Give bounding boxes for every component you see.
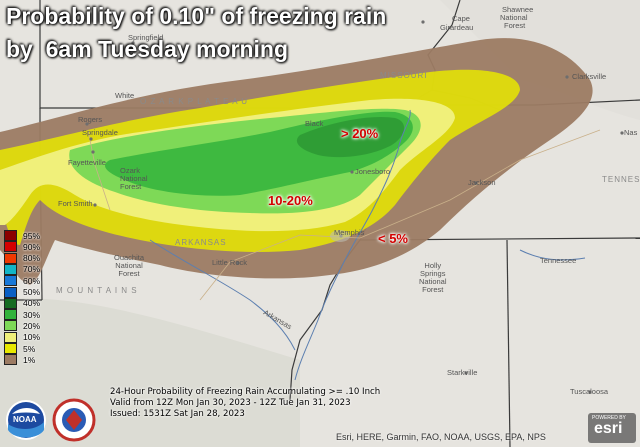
legend-label: 5% (23, 343, 36, 354)
legend-swatch (4, 241, 17, 253)
legend-swatch (4, 331, 17, 343)
place-cape: Cape (452, 14, 470, 23)
state-label-tennessee: TENNES (602, 175, 640, 184)
legend-label: 60% (23, 275, 41, 286)
contour-30pct (105, 111, 413, 196)
noaa-logo-text: NOAA (13, 415, 37, 424)
product-info: 24-Hour Probability of Freezing Rain Acc… (110, 387, 380, 420)
legend-label: 30% (23, 309, 41, 320)
place-holly-springs: Holly Springs National Forest (419, 261, 447, 294)
info-line-valid: Valid from 12Z Mon Jan 30, 2023 - 12Z Tu… (110, 398, 351, 408)
nws-logo (52, 398, 96, 442)
place-ozark-nf: Ozark National Forest (120, 166, 148, 191)
legend-item: 20% (4, 320, 41, 332)
esri-logo (588, 413, 636, 443)
place-little-rock: Little Rock (212, 258, 248, 267)
place-forest: Forest (504, 21, 526, 30)
place-memphis: Memphis (334, 228, 365, 237)
legend-swatch (4, 309, 17, 321)
place-fayetteville: Fayetteville (68, 158, 106, 167)
place-starkville: Starkville (447, 368, 478, 377)
place-springfield: Springfield (128, 33, 164, 42)
legend-swatch (4, 263, 17, 275)
legend-swatch (4, 320, 17, 332)
place-ouachita-nf: Ouachita National Forest (114, 253, 145, 278)
legend-label: 10% (23, 332, 41, 343)
memphis-metro (330, 230, 350, 242)
place-springdale: Springdale (82, 128, 118, 137)
legend-label: 90% (23, 241, 41, 252)
legend-item: 1% (4, 354, 36, 366)
legend-swatch (4, 230, 17, 241)
place-rogers: Rogers (78, 115, 103, 124)
map-attribution[interactable]: Esri, HERE, Garmin, FAO, NOAA, USGS, EPA… (336, 432, 546, 442)
place-tennessee-river: Tennessee (540, 256, 577, 265)
legend-item: 50% (4, 286, 41, 298)
place-shawnee: Shawnee (502, 5, 534, 14)
legend-swatch (4, 354, 17, 366)
legend-label: 40% (23, 298, 41, 309)
info-line-product: 24-Hour Probability of Freezing Rain Acc… (110, 387, 381, 397)
esri-logo-caption: POWERED BY (592, 415, 626, 421)
place-tuscaloosa: Tuscaloosa (570, 387, 609, 396)
legend-swatch (4, 252, 17, 264)
legend-item: 10% (4, 331, 41, 343)
info-line-issued: Issued: 1531Z Sat Jan 28, 2023 (110, 409, 245, 419)
place-clarksville: Clarksville (572, 72, 607, 81)
legend-label: 80% (23, 253, 41, 264)
legend-label: 20% (23, 320, 41, 331)
legend-item: 5% (4, 343, 35, 354)
city-markers (85, 20, 624, 394)
state-label-missouri: MISSOURI (380, 71, 428, 80)
label-10-20: 10-20% (268, 193, 313, 208)
contour-40pct (296, 116, 405, 158)
legend-item: 30% (4, 309, 41, 321)
place-national: National (500, 13, 528, 22)
legend-item: 40% (4, 297, 41, 309)
legend-label: 70% (23, 264, 41, 275)
legend-item: 70% (4, 263, 41, 275)
legend-label: 95% (23, 230, 41, 241)
label-lt5: < 5% (378, 231, 408, 246)
region-label-ozark: O Z A R K P L A T E A U (140, 97, 249, 106)
legend-swatch (4, 297, 17, 309)
legend-label: 50% (23, 287, 41, 297)
map-subtitle: by 6am Tuesday morning (6, 36, 289, 62)
place-black-river: Black (305, 119, 324, 128)
state-label-arkansas: ARKANSAS (175, 238, 227, 247)
place-jackson: Jackson (468, 178, 496, 187)
legend-item: 90% (4, 241, 41, 253)
region-label-ouachita: M O U N T A I N S (56, 286, 138, 295)
legend-label: 1% (23, 354, 36, 365)
place-white: White (115, 91, 135, 100)
noaa-logo (6, 400, 46, 440)
map-title: Probability of 0.10" of freezing rain (6, 3, 387, 29)
place-fort-smith: Fort Smith (58, 199, 93, 208)
legend-item: 80% (4, 252, 41, 264)
place-nashville: Nas (624, 128, 638, 137)
legend-item: 95% (4, 230, 40, 241)
label-gt20: > 20% (341, 126, 379, 141)
legend-swatch (4, 286, 17, 298)
legend-swatch (4, 343, 17, 354)
legend-swatch (4, 275, 17, 287)
esri-logo-text: esri (594, 420, 623, 437)
legend-item: 60% (4, 275, 41, 287)
place-girardeau: Girardeau (440, 23, 474, 32)
place-jonesboro: Jonesboro (355, 167, 391, 176)
